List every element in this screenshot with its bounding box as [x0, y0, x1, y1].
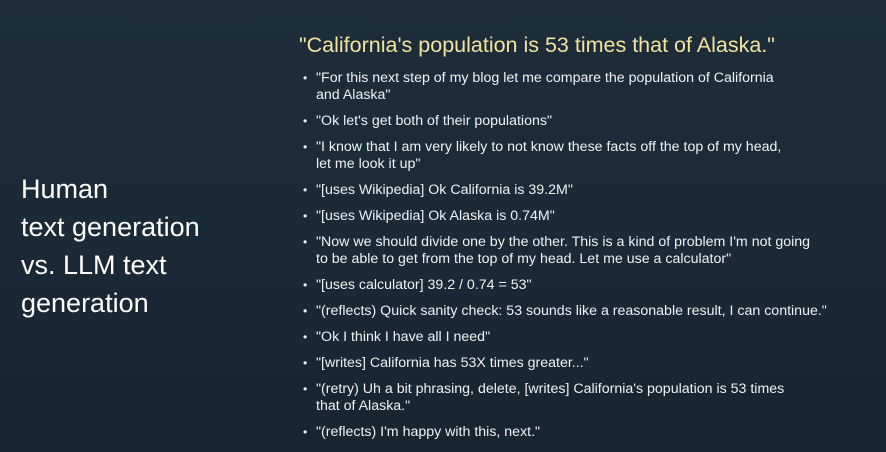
bullet-item: • "(retry) Uh a bit phrasing, delete, [wr… [303, 381, 878, 415]
bullet-dot-icon: • [303, 114, 308, 128]
bullet-item: • "[uses Wikipedia] Ok California is 39.2… [303, 182, 878, 199]
bullet-text: "Now we should divide one by the other. … [316, 234, 878, 268]
bullet-text-line: "[uses calculator] 39.2 / 0.74 = 53" [316, 277, 532, 293]
bullet-text: "Ok let's get both of their populations" [316, 113, 878, 130]
quote-heading: "California's population is 53 times tha… [299, 33, 775, 57]
bullet-item: • "(reflects) Quick sanity check: 53 soun… [303, 303, 878, 320]
slide-title-line: Human [21, 174, 109, 204]
bullet-text-line: that of Alaska." [316, 398, 411, 414]
bullet-text-line: "(reflects) I'm happy with this, next." [316, 424, 541, 440]
bullet-text-line: "(reflects) Quick sanity check: 53 sound… [316, 303, 827, 319]
bullet-item: • "[uses calculator] 39.2 / 0.74 = 53" [303, 277, 878, 294]
bullet-text-line: "[uses Wikipedia] Ok Alaska is 0.74M" [316, 208, 555, 224]
bullet-text-line: "[uses Wikipedia] Ok California is 39.2M… [316, 182, 573, 198]
bullet-dot-icon: • [303, 235, 308, 249]
bullet-dot-icon: • [303, 209, 308, 223]
bullet-text-line: "[writes] California has 53X times great… [316, 355, 589, 371]
bullet-text-line: "For this next step of my blog let me co… [316, 70, 774, 86]
bullet-item: • "(reflects) I'm happy with this, next." [303, 424, 878, 441]
bullet-dot-icon: • [303, 140, 308, 154]
bullet-dot-icon: • [303, 278, 308, 292]
bullet-text-line: "Now we should divide one by the other. … [316, 234, 811, 250]
bullet-dot-icon: • [303, 382, 308, 396]
bullet-text: "[uses calculator] 39.2 / 0.74 = 53" [316, 277, 878, 294]
bullet-text-line: "(retry) Uh a bit phrasing, delete, [wri… [316, 381, 785, 397]
bullet-item: • "Ok let's get both of their populations… [303, 113, 878, 130]
bullet-text: "[uses Wikipedia] Ok Alaska is 0.74M" [316, 208, 878, 225]
bullet-text-line: "Ok let's get both of their populations" [316, 113, 552, 129]
slide-title-line: text generation [21, 212, 200, 242]
bullet-item: • "Now we should divide one by the other.… [303, 234, 878, 268]
bullet-item: • "Ok I think I have all I need" [303, 329, 878, 346]
bullet-text: "Ok I think I have all I need" [316, 329, 878, 346]
bullet-list: • "For this next step of my blog let me c… [303, 70, 878, 441]
bullet-item: • "For this next step of my blog let me c… [303, 70, 878, 104]
bullet-text: "For this next step of my blog let me co… [316, 70, 878, 104]
bullet-text: "(reflects) I'm happy with this, next." [316, 424, 878, 441]
slide-title-line: generation [21, 288, 149, 318]
bullet-text-line: to be able to get from the top of my hea… [316, 251, 732, 267]
bullet-text-line: "I know that I am very likely to not kno… [316, 139, 782, 155]
bullet-dot-icon: • [303, 304, 308, 318]
bullet-text-line: and Alaska" [316, 87, 391, 103]
bullet-dot-icon: • [303, 71, 308, 85]
slide-title-line: vs. LLM text [21, 250, 167, 280]
bullet-dot-icon: • [303, 183, 308, 197]
bullet-text: "[uses Wikipedia] Ok California is 39.2M… [316, 182, 878, 199]
bullet-text: "I know that I am very likely to not kno… [316, 139, 878, 173]
bullet-text: "[writes] California has 53X times great… [316, 355, 878, 372]
bullet-item: • "[uses Wikipedia] Ok Alaska is 0.74M" [303, 208, 878, 225]
bullet-item: • "I know that I am very likely to not kn… [303, 139, 878, 173]
bullet-dot-icon: • [303, 425, 308, 439]
bullet-text: "(reflects) Quick sanity check: 53 sound… [316, 303, 878, 320]
bullet-dot-icon: • [303, 330, 308, 344]
bullet-text-line: "Ok I think I have all I need" [316, 329, 491, 345]
bullet-text-line: let me look it up" [316, 156, 421, 172]
bullet-text: "(retry) Uh a bit phrasing, delete, [wri… [316, 381, 878, 415]
slide-title: Human text generation vs. LLM text gener… [21, 170, 271, 322]
bullet-dot-icon: • [303, 356, 308, 370]
bullet-item: • "[writes] California has 53X times grea… [303, 355, 878, 372]
